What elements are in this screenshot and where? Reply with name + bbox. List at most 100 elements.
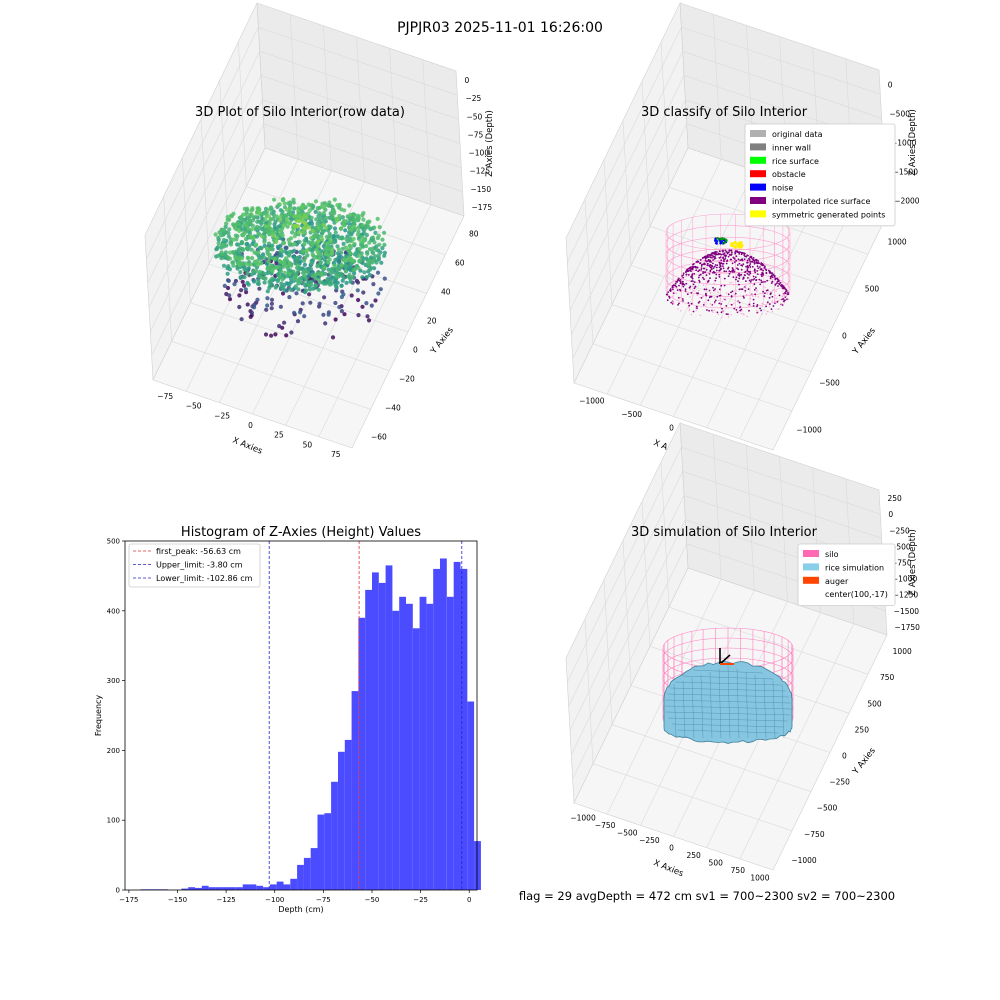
p2-interpolated-point: [690, 302, 693, 305]
p3-bar: [399, 596, 407, 890]
p2-interpolated-point: [728, 272, 731, 275]
p2-interpolated-point: [695, 305, 698, 308]
p1-point: [262, 280, 267, 285]
p2-interpolated-point: [731, 251, 733, 254]
p2-wall-point: [783, 293, 785, 296]
p1-point: [231, 237, 236, 242]
p2-interpolated-point: [748, 309, 750, 312]
p1-point: [333, 257, 338, 262]
p1-point: [292, 241, 297, 247]
p1-point: [348, 268, 353, 273]
p1-point: [246, 216, 251, 221]
p1-point: [361, 217, 366, 222]
p2-interpolated-point: [705, 268, 708, 271]
p1-point: [297, 310, 303, 315]
p2-interpolated-point: [699, 262, 702, 265]
p4-rice-mesh: [754, 674, 758, 739]
p2-interpolated-point: [689, 285, 692, 288]
p1-point: [301, 215, 307, 220]
p2-interpolated-point: [739, 309, 742, 312]
p3-title: Histogram of Z-Axies (Height) Values: [181, 525, 421, 540]
p2-interpolated-point: [731, 290, 734, 293]
p2-interpolated-point: [722, 265, 724, 267]
p2-wall-point: [774, 300, 776, 302]
p2-interpolated-point: [686, 293, 689, 296]
p1-point: [372, 225, 377, 230]
p1-point: [366, 318, 372, 323]
p1-point: [239, 317, 244, 322]
p1-point: [278, 218, 283, 223]
p3-bar: [208, 887, 216, 890]
p2-silo-ring: [665, 225, 791, 262]
p4-rice-mesh: [718, 668, 722, 739]
p1-point: [333, 230, 338, 235]
p4-x-tick-label: 1000: [750, 873, 769, 882]
p2-interpolated-point: [744, 274, 746, 277]
p1-point: [335, 274, 340, 279]
p3-x-tick-label: −25: [413, 896, 428, 904]
p4-z-axis-label: Z Axies (Depth): [908, 529, 918, 596]
p2-z-tick-label: −2000: [894, 197, 920, 206]
p2-interpolated-point: [753, 268, 756, 271]
p4-y-tick-label: −1000: [791, 856, 817, 865]
p1-point: [292, 206, 297, 211]
p2-interpolated-point: [770, 282, 773, 284]
p1-grid: [146, 26, 458, 260]
p1-point: [229, 242, 234, 247]
p3-y-tick-label: 100: [107, 817, 120, 825]
p1-point: [379, 260, 384, 265]
raw-data-3d-plot: −75 −50 −25 0 25 50 75 −60 −40 −20 0 20 40 60 80 0 −25 −5…: [144, 2, 495, 459]
p1-point: [304, 288, 309, 293]
p2-interpolated-point: [771, 295, 774, 298]
p2-wall-point: [781, 295, 783, 297]
p2-interpolated-point: [759, 266, 761, 268]
p2-legend-label: rice surface: [772, 157, 819, 166]
p1-point: [239, 240, 244, 245]
p2-interpolated-point: [677, 278, 680, 281]
p2-symmetric-point: [741, 244, 744, 247]
p1-grid: [238, 41, 247, 187]
p3-y-tick-label: 200: [107, 747, 120, 755]
p1-point: [327, 200, 332, 205]
p1-title: 3D Plot of Silo Interior(row data): [195, 105, 405, 120]
p2-wall-point: [752, 285, 754, 287]
p2-interpolated-point: [714, 264, 717, 266]
p2-interpolated-point: [747, 277, 749, 279]
p2-wall-point: [723, 298, 725, 300]
p2-interpolated-point: [729, 270, 732, 273]
p4-legend-box: [797, 543, 896, 606]
p2-interpolated-point: [726, 259, 729, 262]
p2-interpolated-point: [753, 261, 756, 264]
p2-wall-point: [757, 311, 759, 313]
p1-point: [364, 243, 369, 249]
p2-interpolated-point: [756, 304, 759, 306]
p4-rice-mesh: [691, 677, 695, 739]
p4-x-tick-label: 750: [731, 866, 746, 875]
p2-interpolated-point: [786, 298, 788, 301]
p1-point: [355, 232, 360, 237]
p2-surface-point: [725, 238, 728, 242]
p2-interpolated-point: [703, 255, 706, 258]
p1-point: [339, 283, 344, 288]
p1-point: [225, 271, 230, 276]
p2-interpolated-point: [736, 264, 739, 266]
p2-wall-point: [677, 308, 679, 310]
p1-point: [277, 259, 282, 264]
p1-point: [328, 271, 333, 276]
p1-point: [310, 252, 315, 257]
p4-x-tick-label: 0: [669, 844, 674, 853]
p1-point: [244, 212, 249, 217]
p1-point: [256, 231, 261, 236]
p2-interpolated-point: [730, 291, 732, 294]
p2-interpolated-point: [754, 293, 757, 296]
p2-wall-point: [750, 294, 752, 296]
p2-symmetric-point: [738, 244, 742, 247]
p1-point: [296, 208, 301, 214]
p2-interpolated-point: [765, 269, 768, 272]
p4-legend-label: auger: [825, 577, 849, 586]
p2-interpolated-point: [752, 298, 755, 301]
p2-interpolated-point: [696, 292, 698, 295]
p2-wall-point: [727, 316, 730, 318]
p1-point: [255, 297, 260, 302]
p1-point: [367, 273, 373, 278]
